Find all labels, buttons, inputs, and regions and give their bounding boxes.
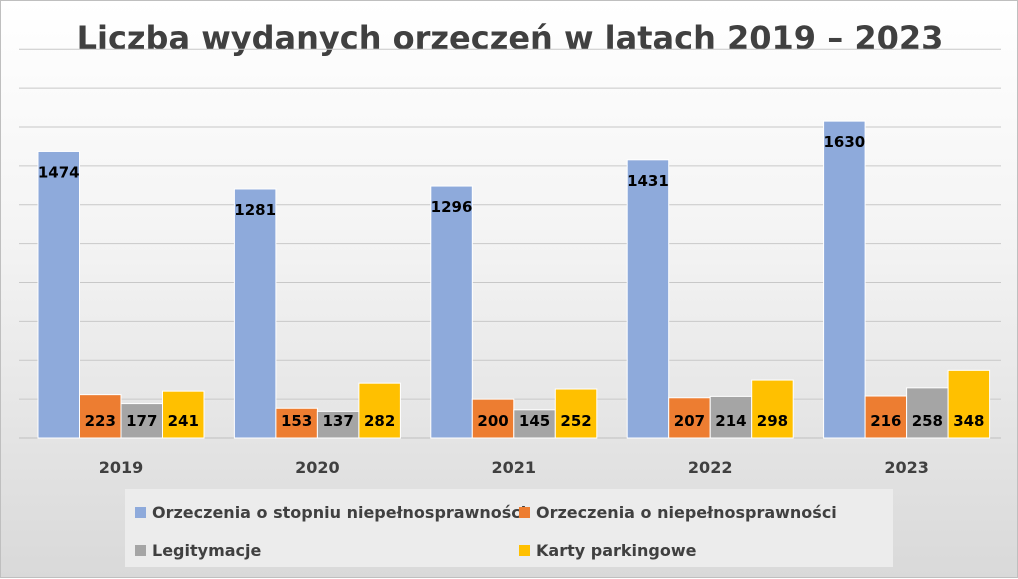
data-label: 1431 xyxy=(627,172,669,190)
bar xyxy=(668,397,711,439)
legend-swatch xyxy=(135,507,146,518)
legend-swatch xyxy=(135,545,146,556)
legend-swatch xyxy=(519,507,530,518)
bar xyxy=(864,395,908,439)
bar xyxy=(751,379,794,439)
data-label: 1281 xyxy=(234,201,276,219)
data-label: 282 xyxy=(364,412,395,430)
data-label: 258 xyxy=(912,412,943,430)
legend-item-orzeczenia: Orzeczenia o niepełnosprawności xyxy=(519,503,837,522)
data-label: 200 xyxy=(477,412,508,430)
bar xyxy=(471,398,515,439)
data-label: 298 xyxy=(757,412,788,430)
bar xyxy=(823,120,866,439)
x-tick-label: 2020 xyxy=(295,458,340,477)
data-label: 348 xyxy=(953,412,984,430)
data-label: 153 xyxy=(281,412,312,430)
data-labels: 1474 223 177 241 1281 153 137 282 1296 200 145 252 1… xyxy=(38,133,985,430)
data-label: 252 xyxy=(560,412,591,430)
data-label: 1630 xyxy=(823,133,865,151)
bar xyxy=(162,390,205,439)
data-label: 241 xyxy=(168,412,199,430)
bar xyxy=(430,185,473,439)
data-label: 1474 xyxy=(38,163,80,181)
bar xyxy=(947,369,991,439)
bar xyxy=(513,409,556,439)
x-tick-label: 2021 xyxy=(492,458,537,477)
data-label: 207 xyxy=(674,412,705,430)
bars xyxy=(37,120,991,439)
x-axis: 2019 2020 2021 2022 2023 xyxy=(99,458,929,477)
bar xyxy=(626,159,670,439)
x-tick-label: 2022 xyxy=(688,458,733,477)
data-label: 177 xyxy=(126,412,157,430)
legend: Orzeczenia o stopniu niepełnosprawności … xyxy=(125,489,893,567)
legend-item-stopnia: Orzeczenia o stopniu niepełnosprawności xyxy=(135,503,526,522)
legend-swatch xyxy=(519,545,530,556)
data-label: 216 xyxy=(870,412,901,430)
legend-item-legitymacje: Legitymacje xyxy=(135,541,261,560)
bar xyxy=(275,407,318,439)
data-label: 223 xyxy=(85,412,116,430)
data-label: 145 xyxy=(519,412,550,430)
bar xyxy=(316,410,360,439)
bar xyxy=(554,388,598,439)
data-label: 1296 xyxy=(431,198,473,216)
x-tick-label: 2023 xyxy=(884,458,929,477)
data-label: 137 xyxy=(322,412,353,430)
bar xyxy=(37,150,80,439)
bar xyxy=(709,395,753,439)
legend-label: Legitymacje xyxy=(152,541,262,560)
bar xyxy=(358,382,401,439)
legend-label: Orzeczenia o stopniu niepełnosprawności xyxy=(152,503,527,522)
data-label: 214 xyxy=(715,412,746,430)
legend-item-karty: Karty parkingowe xyxy=(519,541,696,560)
legend-label: Karty parkingowe xyxy=(536,541,697,560)
x-tick-label: 2019 xyxy=(99,458,144,477)
chart-title: Liczba wydanych orzeczeń w latach 2019 –… xyxy=(76,19,944,57)
legend-label: Orzeczenia o niepełnosprawności xyxy=(536,503,837,522)
bar xyxy=(233,188,277,439)
